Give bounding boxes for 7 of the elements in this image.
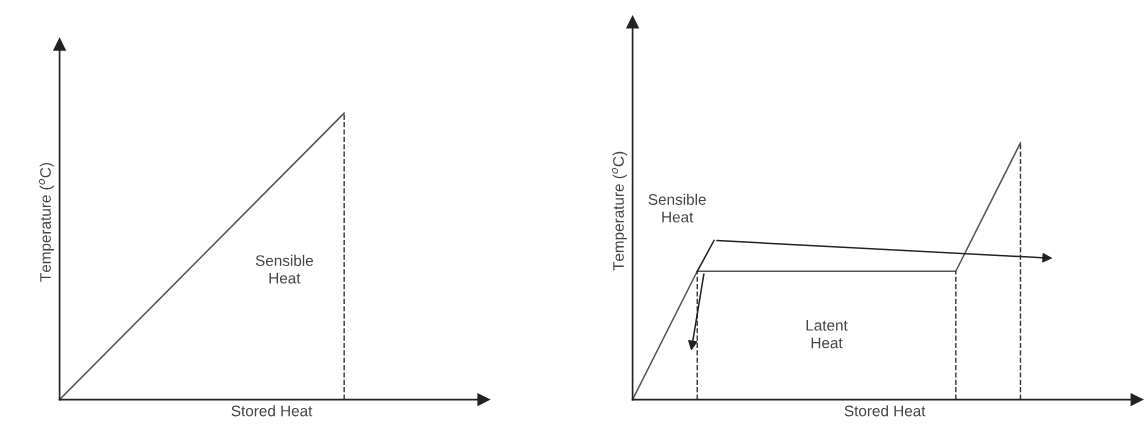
annotation: Sensible Heat (648, 193, 706, 223)
y-axis-title: Temperature ($^{o}$C) (611, 151, 627, 271)
annotation: Latent Heat (806, 320, 848, 349)
annotation: Sensible Heat (255, 254, 314, 284)
x-axis-title: Stored Heat (844, 405, 926, 417)
x-axis-title: Stored Heat (231, 405, 313, 417)
y-axis-title: Temperature ($^{o}$C) (38, 162, 54, 282)
